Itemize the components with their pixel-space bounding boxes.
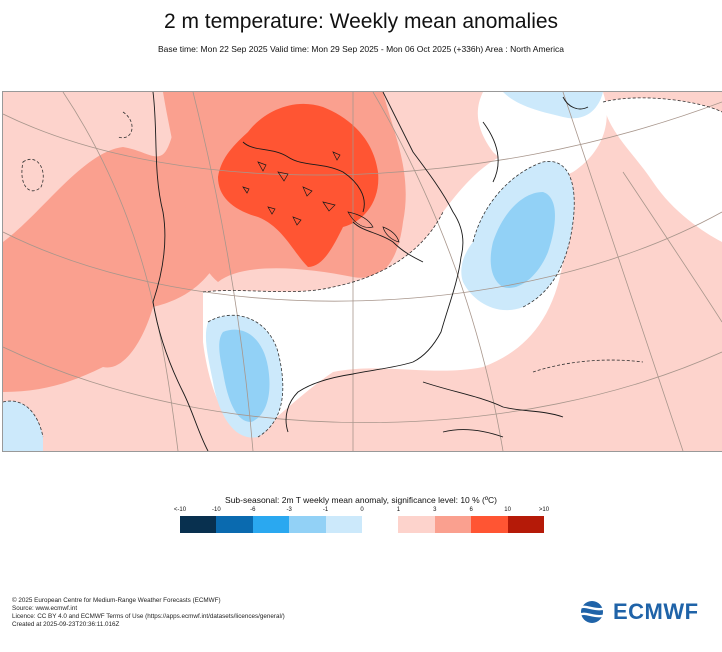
ecmwf-logo[interactable]: ECMWF (576, 599, 699, 625)
legend-swatch-9 (507, 516, 545, 533)
legend-swatch-6 (398, 516, 435, 533)
legend-swatch-4 (325, 516, 363, 533)
legend-swatch-8 (471, 516, 508, 533)
coastlines (152, 92, 589, 451)
anomaly-region-pacific-warm (3, 112, 236, 392)
legend-tick-label: 6 (469, 507, 473, 513)
anomaly-region-mexico-cold-core (219, 329, 270, 422)
legend-tick-label: -10 (212, 507, 221, 513)
legend-swatch-7 (434, 516, 472, 533)
legend-tick-label: 1 (396, 507, 401, 513)
footer-credits: © 2025 European Centre for Medium-Range … (12, 597, 285, 629)
legend-ticks: <-10 -10 -6 -3 -1 0 1 3 6 10 >10 (174, 507, 549, 516)
legend-colorbar (180, 516, 545, 533)
legend-swatch-2 (252, 516, 290, 533)
legend-tick-label: >10 (538, 507, 550, 513)
legend-tick-label: 3 (433, 507, 437, 513)
chart-title: 2 m temperature: Weekly mean anomalies (163, 10, 559, 33)
ecmwf-waves-icon (578, 601, 608, 623)
legend-tick-label: 0 (360, 507, 364, 513)
footer-created: Created at 2025-09-23T20:36:11.016Z (12, 620, 120, 628)
legend-swatch-3 (289, 516, 326, 533)
anomaly-region-atlantic-cold-core (490, 192, 555, 288)
legend-swatch-5 (362, 516, 399, 533)
graticule (3, 92, 722, 451)
chart-subtitle: Base time: Mon 22 Sep 2025 Valid time: M… (158, 44, 564, 54)
lakes (242, 151, 400, 243)
legend-tick-label: -6 (250, 507, 256, 513)
anomaly-region-pacific-cold (3, 401, 43, 451)
footer-source: Source: www.ecmwf.int (12, 604, 78, 612)
legend-tick-label: -3 (286, 507, 292, 513)
legend-title: Sub-seasonal: 2m T weekly mean anomaly, … (225, 495, 497, 505)
legend-tick-label: -1 (322, 507, 329, 513)
ecmwf-logo-text: ECMWF (613, 599, 699, 624)
legend-tick-label: <-10 (173, 507, 187, 513)
legend-swatch-0 (180, 516, 217, 533)
anomaly-region-arctic-cold (503, 92, 603, 119)
significance-contours (3, 97, 722, 438)
legend-tick-label: 10 (504, 507, 511, 513)
footer-licence: Licence: CC BY 4.0 and ECMWF Terms of Us… (12, 612, 285, 620)
anomaly-map[interactable] (2, 91, 722, 452)
anomaly-region-canada-strong-warm (218, 103, 379, 267)
footer-copyright: © 2025 European Centre for Medium-Range … (12, 597, 221, 604)
anomaly-region-north-neutral (603, 97, 722, 242)
legend-swatch-1 (216, 516, 253, 533)
